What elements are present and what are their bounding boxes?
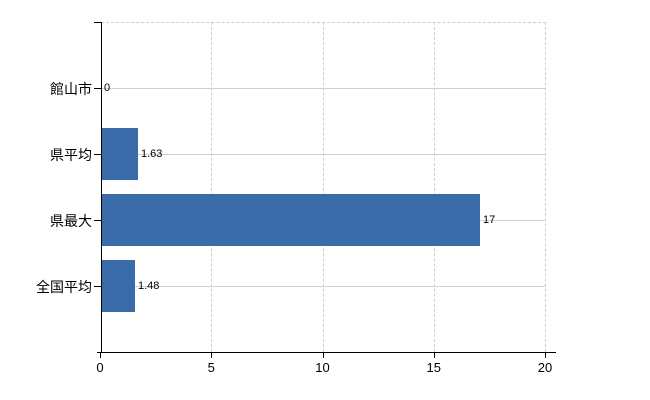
plot-top-border — [101, 22, 546, 23]
gridline-horizontal — [101, 88, 546, 89]
gridline-vertical — [545, 22, 546, 352]
gridline-vertical — [322, 22, 324, 352]
bar-value-label: 1.63 — [141, 148, 163, 160]
category-label: 館山市 — [50, 81, 92, 97]
y-axis-tick — [94, 220, 101, 221]
x-tick-label: 20 — [537, 360, 553, 375]
x-tick-label: 5 — [207, 360, 215, 375]
x-tick-label: 0 — [96, 360, 104, 375]
bar-value-label: 17 — [483, 214, 496, 226]
category-label: 県平均 — [50, 147, 92, 163]
y-axis-top-tick — [94, 22, 101, 23]
bar-value-label: 0 — [104, 82, 111, 94]
x-axis-line — [97, 352, 556, 353]
x-axis-tick — [100, 352, 101, 358]
bar — [102, 128, 138, 180]
y-axis-tick — [94, 286, 101, 287]
x-axis-tick — [433, 352, 435, 358]
category-label: 県最大 — [50, 213, 92, 229]
x-tick-label: 15 — [426, 360, 441, 375]
y-axis-tick — [94, 88, 101, 89]
x-axis-tick — [211, 352, 213, 358]
bar — [102, 260, 135, 312]
gridline-horizontal — [101, 286, 546, 287]
category-label: 全国平均 — [36, 279, 92, 295]
x-tick-label: 10 — [315, 360, 330, 375]
x-axis-tick — [322, 352, 324, 358]
bar-value-label: 1.48 — [138, 280, 160, 292]
x-axis-tick — [545, 352, 546, 358]
y-axis-line — [101, 22, 102, 352]
gridline-vertical — [211, 22, 213, 352]
bar — [102, 194, 480, 246]
y-axis-tick — [94, 154, 101, 155]
gridline-horizontal — [101, 154, 546, 155]
gridline-vertical — [433, 22, 435, 352]
